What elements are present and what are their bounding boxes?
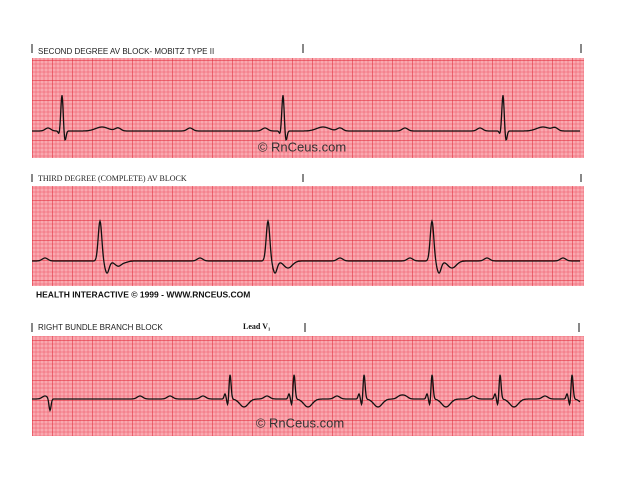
ecg-trace	[32, 218, 580, 274]
strip-title: THIRD DEGREE (COMPLETE) AV BLOCK	[38, 174, 187, 183]
ecg-grid	[32, 186, 584, 286]
ecg-grid	[32, 336, 584, 436]
strip-title: RIGHT BUNDLE BRANCH BLOCK	[38, 323, 163, 332]
watermark: © RnCeus.com	[258, 139, 346, 154]
ecg-grid	[32, 58, 584, 158]
footer: HEALTH INTERACTIVE © 1999 - WWW.RNCEUS.C…	[36, 289, 250, 299]
lead-label: Lead V₁	[243, 322, 271, 331]
strip-2: THIRD DEGREE (COMPLETE) AV BLOCK HEALTH …	[31, 174, 584, 299]
watermark: © RnCeus.com	[256, 415, 344, 430]
ecg-trace	[32, 374, 581, 413]
strip-title: SECOND DEGREE AV BLOCK- MOBITZ TYPE II	[38, 47, 214, 56]
ecg-trace	[32, 95, 580, 141]
strip-1: SECOND DEGREE AV BLOCK- MOBITZ TYPE II ©…	[31, 44, 584, 158]
strip-3: RIGHT BUNDLE BRANCH BLOCK Lead V₁ © RnCe…	[31, 322, 584, 436]
